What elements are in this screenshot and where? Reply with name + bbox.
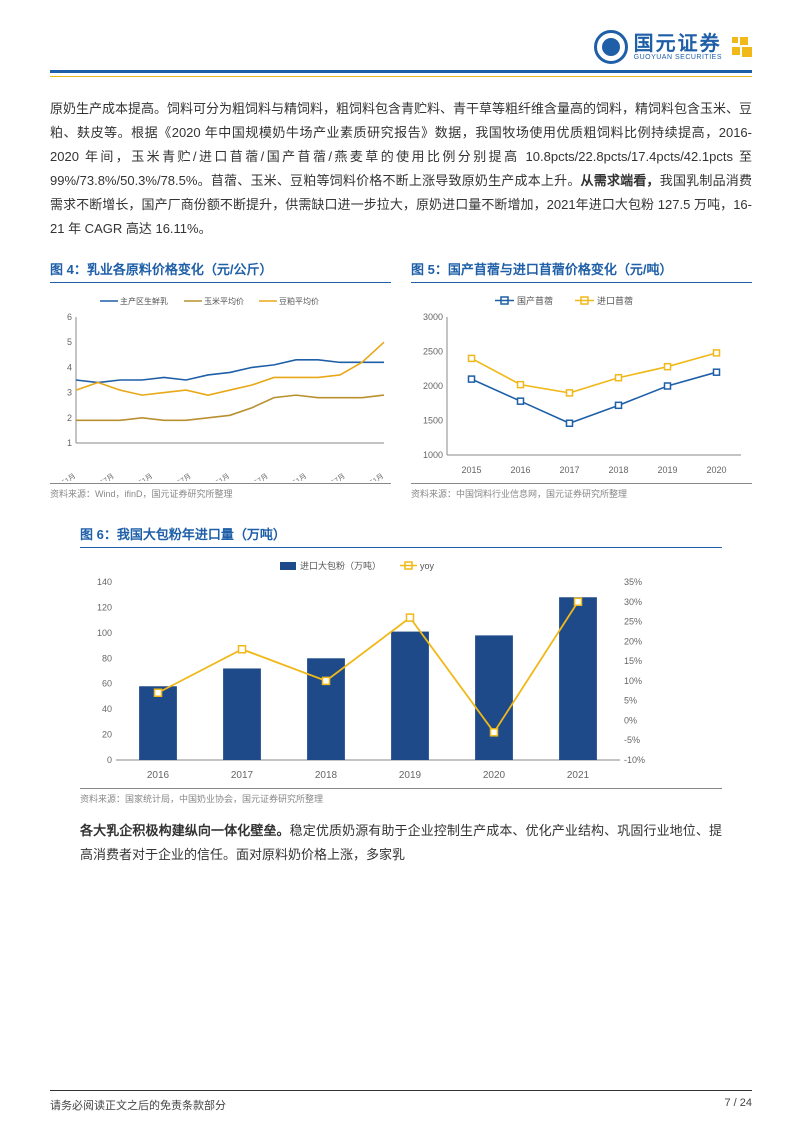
chart-5: 图 5：国产苜蓿与进口苜蓿价格变化（元/吨） 国产苜蓿 进口苜蓿 1000 1500 2… <box>411 259 752 500</box>
svg-text:2020年1月: 2020年1月 <box>199 472 232 482</box>
chart6-source: 资料来源：国家统计局，中国奶业协会，国元证券研究所整理 <box>80 788 722 805</box>
svg-text:10%: 10% <box>624 676 642 686</box>
svg-text:2000: 2000 <box>423 381 443 391</box>
svg-text:2015: 2015 <box>461 465 481 475</box>
para1-bold: 从需求端看， <box>581 173 660 188</box>
chart5-source: 资料来源：中国饲料行业信息网，国元证券研究所整理 <box>411 483 752 500</box>
svg-text:2019年7月: 2019年7月 <box>160 472 193 482</box>
logo-en: GUOYUAN SECURITIES <box>634 54 722 61</box>
svg-text:主产区生鲜乳: 主产区生鲜乳 <box>120 296 168 306</box>
chart6-title: 图 6：我国大包粉年进口量（万吨） <box>80 524 722 548</box>
svg-text:2018年7月: 2018年7月 <box>83 472 116 482</box>
svg-text:2018年1月: 2018年1月 <box>50 472 77 482</box>
svg-text:1000: 1000 <box>423 450 443 460</box>
page-number: 7 / 24 <box>724 1097 752 1113</box>
logo-icon <box>594 30 628 64</box>
chart4-source: 资料来源：Wind，ifinD，国元证券研究所整理 <box>50 483 391 500</box>
svg-text:2019: 2019 <box>399 770 422 781</box>
svg-text:80: 80 <box>102 654 112 664</box>
svg-text:100: 100 <box>97 628 112 638</box>
svg-text:5%: 5% <box>624 696 637 706</box>
svg-text:进口大包粉（万吨）: 进口大包粉（万吨） <box>300 560 381 571</box>
svg-text:2020年7月: 2020年7月 <box>237 472 270 482</box>
svg-text:5: 5 <box>67 337 72 347</box>
svg-text:35%: 35% <box>624 577 642 587</box>
svg-text:0: 0 <box>107 755 112 765</box>
svg-text:进口苜蓿: 进口苜蓿 <box>597 295 633 306</box>
svg-text:玉米平均价: 玉米平均价 <box>204 296 244 306</box>
svg-text:2016: 2016 <box>147 770 170 781</box>
svg-text:1500: 1500 <box>423 416 443 426</box>
svg-text:6: 6 <box>67 312 72 322</box>
svg-text:-5%: -5% <box>624 736 640 746</box>
svg-text:2500: 2500 <box>423 347 443 357</box>
chart5-canvas: 国产苜蓿 进口苜蓿 1000 1500 2000 2500 3000 2015 2016 2017… <box>411 291 752 481</box>
svg-text:20: 20 <box>102 730 112 740</box>
svg-text:2021年1月: 2021年1月 <box>276 472 309 482</box>
svg-text:豆粕平均价: 豆粕平均价 <box>279 296 319 306</box>
svg-text:2020: 2020 <box>483 770 506 781</box>
paragraph-2: 各大乳企积极构建纵向一体化壁垒。稳定优质奶源有助于企业控制生产成本、优化产业结构… <box>50 819 752 867</box>
svg-text:40: 40 <box>102 704 112 714</box>
svg-text:20%: 20% <box>624 637 642 647</box>
brand-logo: 国元证券 GUOYUAN SECURITIES <box>594 30 752 64</box>
svg-text:国产苜蓿: 国产苜蓿 <box>517 295 553 306</box>
svg-text:3: 3 <box>67 388 72 398</box>
svg-text:120: 120 <box>97 603 112 613</box>
svg-text:2: 2 <box>67 413 72 423</box>
charts-row: 图 4：乳业各原料价格变化（元/公斤） 主产区生鲜乳 玉米平均价 豆粕平均价 1 2 3 4… <box>50 259 752 500</box>
svg-text:0%: 0% <box>624 716 637 726</box>
svg-text:2022年1月: 2022年1月 <box>353 472 386 482</box>
chart-4: 图 4：乳业各原料价格变化（元/公斤） 主产区生鲜乳 玉米平均价 豆粕平均价 1 2 3 4… <box>50 259 391 500</box>
svg-text:2020: 2020 <box>706 465 726 475</box>
svg-text:4: 4 <box>67 363 72 373</box>
svg-text:30%: 30% <box>624 597 642 607</box>
chart4-canvas: 主产区生鲜乳 玉米平均价 豆粕平均价 1 2 3 4 5 6 2018年1月 2018年7月 2019… <box>50 291 391 481</box>
svg-text:2018: 2018 <box>315 770 338 781</box>
svg-text:2018: 2018 <box>608 465 628 475</box>
footer-disclaimer: 请务必阅读正文之后的免责条款部分 <box>50 1097 226 1113</box>
logo-cn: 国元证券 <box>634 34 722 54</box>
paragraph-1: 原奶生产成本提高。饲料可分为粗饲料与精饲料，粗饲料包含青贮料、青干草等粗纤维含量… <box>50 97 752 241</box>
svg-text:25%: 25% <box>624 617 642 627</box>
chart-6: 图 6：我国大包粉年进口量（万吨） 进口大包粉（万吨） yoy 0 20 40 60 80 1… <box>50 524 752 805</box>
svg-text:-10%: -10% <box>624 755 645 765</box>
chart5-title: 图 5：国产苜蓿与进口苜蓿价格变化（元/吨） <box>411 259 752 283</box>
para2-bold: 各大乳企积极构建纵向一体化壁垒。 <box>80 823 290 838</box>
svg-text:15%: 15% <box>624 656 642 666</box>
svg-text:2021年7月: 2021年7月 <box>314 472 347 482</box>
svg-text:2019: 2019 <box>657 465 677 475</box>
chart6-canvas: 进口大包粉（万吨） yoy 0 20 40 60 80 100 120 140 -10% -5% 0% 5… <box>80 556 722 786</box>
svg-text:2021: 2021 <box>567 770 590 781</box>
chart4-title: 图 4：乳业各原料价格变化（元/公斤） <box>50 259 391 283</box>
svg-text:2017: 2017 <box>559 465 579 475</box>
svg-text:1: 1 <box>67 438 72 448</box>
svg-text:2017: 2017 <box>231 770 254 781</box>
svg-text:140: 140 <box>97 577 112 587</box>
svg-text:2016: 2016 <box>510 465 530 475</box>
page-footer: 请务必阅读正文之后的免责条款部分 7 / 24 <box>50 1090 752 1113</box>
svg-text:2019年1月: 2019年1月 <box>122 472 155 482</box>
svg-text:yoy: yoy <box>420 561 435 571</box>
logo-squares-icon <box>732 37 752 57</box>
svg-text:3000: 3000 <box>423 312 443 322</box>
page-header: 国元证券 GUOYUAN SECURITIES <box>50 30 752 73</box>
svg-text:60: 60 <box>102 679 112 689</box>
